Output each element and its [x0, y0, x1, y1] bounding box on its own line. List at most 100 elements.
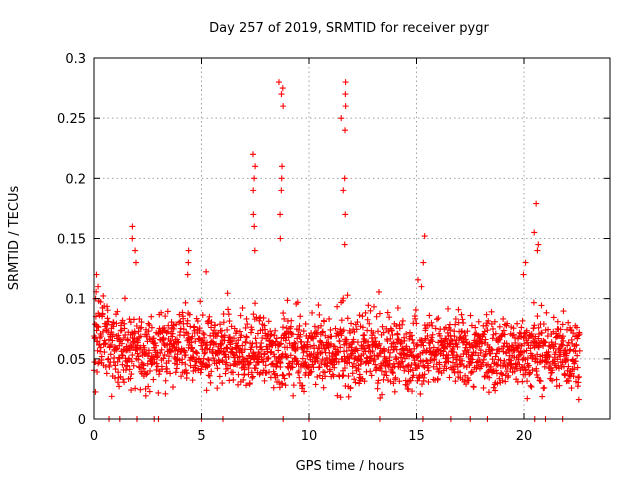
data-point	[420, 374, 427, 381]
data-point	[317, 350, 324, 357]
data-point	[350, 360, 357, 367]
data-point	[344, 292, 351, 299]
data-point	[534, 313, 541, 320]
data-point	[564, 342, 571, 349]
data-point	[501, 331, 508, 338]
data-point	[261, 350, 268, 357]
data-point	[392, 374, 399, 381]
data-point	[460, 362, 467, 369]
data-point	[274, 372, 281, 379]
data-point	[226, 334, 233, 341]
data-point	[265, 318, 272, 325]
data-point	[472, 324, 479, 331]
data-point	[386, 361, 393, 368]
chart-title: Day 257 of 2019, SRMTID for receiver pyg…	[209, 21, 489, 36]
data-point	[238, 332, 245, 339]
data-point	[105, 318, 112, 325]
data-point	[529, 367, 536, 374]
data-point	[394, 305, 401, 312]
data-point	[505, 372, 512, 379]
data-point	[342, 103, 349, 110]
data-point	[359, 324, 366, 331]
data-point	[351, 376, 358, 383]
data-point	[184, 271, 191, 278]
data-point	[221, 332, 228, 339]
data-point	[386, 314, 393, 321]
data-point	[532, 356, 539, 363]
data-point	[378, 367, 385, 374]
data-point	[375, 328, 382, 335]
data-point	[152, 342, 159, 349]
data-point	[401, 367, 408, 374]
y-tick-label: 0.25	[57, 112, 86, 127]
data-point	[206, 361, 213, 368]
data-point	[549, 367, 556, 374]
data-point	[249, 374, 256, 381]
data-point	[296, 374, 303, 381]
data-point	[546, 342, 553, 349]
data-point	[554, 356, 561, 363]
data-point	[182, 349, 189, 356]
data-point	[112, 366, 119, 373]
data-point	[424, 332, 431, 339]
data-point	[515, 352, 522, 359]
data-point	[359, 313, 366, 320]
data-point	[518, 324, 525, 331]
data-point	[501, 357, 508, 364]
data-point	[219, 380, 226, 387]
data-point	[388, 327, 395, 334]
data-point	[415, 276, 422, 283]
data-point	[488, 308, 495, 315]
data-point	[240, 376, 247, 383]
data-point	[95, 324, 102, 331]
data-point	[145, 320, 152, 327]
data-point	[106, 363, 113, 370]
data-point	[119, 352, 126, 359]
data-point	[130, 316, 137, 323]
x-axis-label: GPS time / hours	[296, 459, 405, 474]
data-point	[201, 331, 208, 338]
data-point	[448, 336, 455, 343]
data-point	[224, 326, 231, 333]
data-point	[178, 373, 185, 380]
data-point	[297, 331, 304, 338]
data-point	[109, 337, 116, 344]
data-point	[348, 352, 355, 359]
data-point	[347, 384, 354, 391]
data-point	[342, 91, 349, 98]
data-point	[202, 349, 209, 356]
data-point	[190, 348, 197, 355]
data-point	[322, 373, 329, 380]
data-point	[428, 319, 435, 326]
data-point	[295, 368, 302, 375]
data-point	[169, 330, 176, 337]
data-point	[477, 347, 484, 354]
data-point	[510, 331, 517, 338]
data-point	[161, 351, 168, 358]
data-point	[463, 381, 470, 388]
data-point	[319, 356, 326, 363]
data-point	[559, 321, 566, 328]
data-point	[200, 355, 207, 362]
data-point	[122, 331, 129, 338]
data-point	[560, 308, 567, 315]
data-point	[428, 334, 435, 341]
data-point	[206, 372, 213, 379]
data-point	[225, 306, 232, 313]
data-point	[387, 349, 394, 356]
data-point	[120, 376, 127, 383]
data-point	[370, 329, 377, 336]
data-point	[275, 79, 282, 86]
data-point	[115, 354, 122, 361]
data-point	[432, 325, 439, 332]
data-point	[108, 341, 115, 348]
data-point	[114, 358, 121, 365]
data-point	[263, 335, 270, 342]
data-point	[99, 310, 106, 317]
data-point	[220, 319, 227, 326]
data-point	[362, 309, 369, 316]
data-point	[371, 303, 378, 310]
data-point	[487, 350, 494, 357]
data-point	[252, 335, 259, 342]
